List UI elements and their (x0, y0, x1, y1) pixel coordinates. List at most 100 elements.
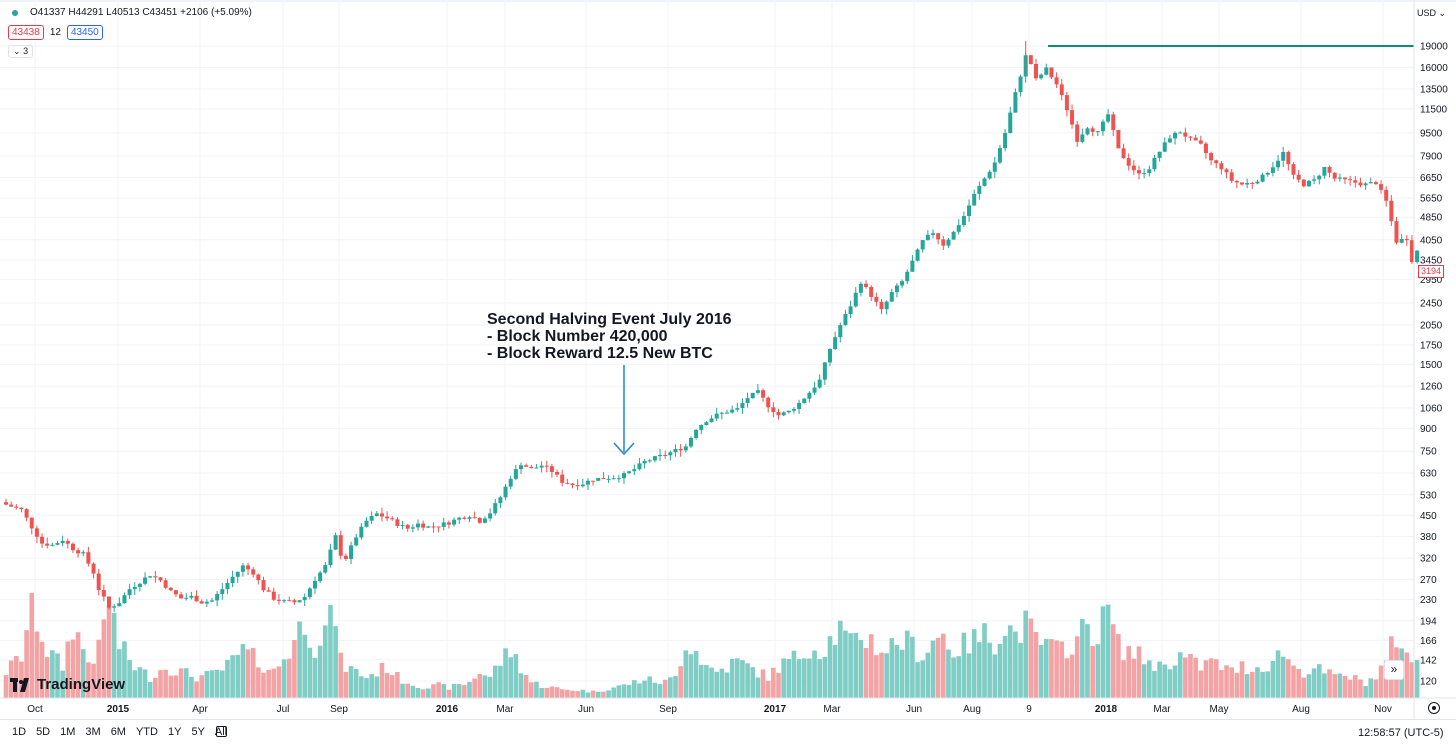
candle-body (1229, 172, 1234, 181)
candle-body (1142, 173, 1147, 175)
candle-body (977, 185, 982, 194)
candle-body (421, 523, 426, 528)
price-axis[interactable]: 120 142 166 194 230 270 320 380 450 530 630 750 900 1… (1420, 42, 1448, 688)
candle-body (750, 392, 755, 399)
range-6m-button[interactable]: 6M (110, 726, 126, 738)
candle-body (318, 572, 323, 581)
range-5d-button[interactable]: 5D (36, 726, 51, 738)
volume-bar (1353, 675, 1358, 698)
volume-bar (462, 685, 467, 698)
candle-body (616, 478, 621, 480)
candle-body (477, 518, 482, 523)
range-1y-button[interactable]: 1Y (167, 726, 182, 738)
volume-bar (920, 660, 925, 698)
volume-bar (261, 672, 266, 698)
volume-bar (565, 689, 570, 698)
volume-bar (75, 632, 81, 698)
candle-body (369, 516, 374, 521)
volume-bar (1183, 657, 1188, 698)
volume-bar (1095, 644, 1101, 698)
candle-body (14, 506, 19, 508)
candle-body (189, 595, 194, 598)
volume-bar (1167, 669, 1173, 698)
volume-bar (446, 689, 452, 698)
currency-selector[interactable]: USD ⌄ (1417, 8, 1446, 19)
volume-bar (683, 650, 689, 698)
range-all-button[interactable]: All (214, 726, 228, 738)
volume-bar (1347, 679, 1353, 698)
time-axis[interactable]: Oct 2015 Apr Jul Sep 2016 Mar Jun Sep 2017 Mar Jun A… (27, 704, 1392, 715)
volume-bar (173, 675, 179, 698)
volume-bar (590, 690, 596, 698)
indicators-toggle[interactable]: ⌄ 3 (8, 45, 34, 58)
candle-body (637, 463, 642, 470)
volume-bar (971, 629, 977, 698)
range-ytd-button[interactable]: YTD (135, 726, 158, 738)
candle-body (797, 402, 802, 410)
candle-body (199, 601, 204, 604)
volume-bar (642, 680, 647, 698)
candle-body (889, 292, 894, 302)
volume-bar (256, 667, 261, 698)
volume-bar (884, 653, 889, 698)
volume-bar (250, 647, 256, 698)
volume-bar (1378, 665, 1384, 698)
sell-button[interactable]: 43438 (8, 25, 44, 40)
candle-body (1404, 238, 1409, 241)
candle-body (1121, 148, 1126, 159)
candle-body (436, 526, 441, 528)
range-3m-button[interactable]: 3M (85, 726, 101, 738)
volume-bar (997, 643, 1003, 698)
clock-timezone[interactable]: 12:58:57 (UTC-5) (1358, 727, 1444, 739)
volume-bar (760, 669, 766, 698)
halving-annotation[interactable]: Second Halving Event July 2016- Block Nu… (487, 311, 732, 456)
range-1m-button[interactable]: 1M (60, 726, 76, 738)
volume-bar (276, 666, 282, 698)
tradingview-logo[interactable]: TradingView (10, 676, 125, 693)
candle-body (1085, 128, 1090, 135)
range-5y-button[interactable]: 5Y (191, 726, 205, 738)
volume-bar (214, 669, 220, 698)
volume-bar (1270, 660, 1276, 698)
price-tick-label: 270 (1420, 575, 1437, 586)
time-tick-label: Aug (1292, 704, 1310, 715)
volume-bar (832, 644, 838, 698)
candle-body (4, 502, 8, 505)
volume-bar (369, 674, 374, 698)
volume-bars (3, 593, 1420, 698)
price-chart[interactable]: Second Halving Event July 2016- Block Nu… (0, 0, 1456, 719)
candle-body (1054, 77, 1059, 85)
candle-body (1095, 131, 1100, 133)
volume-bar (137, 667, 143, 698)
volume-bar (817, 659, 822, 698)
volume-bar (467, 681, 472, 698)
settings-icon[interactable] (1428, 702, 1440, 714)
candle-body (472, 517, 477, 519)
volume-bar (982, 623, 987, 698)
time-tick-label: Oct (27, 704, 43, 715)
volume-bar (431, 684, 436, 698)
calendar-icon[interactable] (216, 726, 227, 737)
volume-bar (1275, 650, 1281, 698)
candle-body (1255, 181, 1260, 184)
candle-body (302, 596, 307, 601)
range-1d-button[interactable]: 1D (12, 726, 27, 738)
candle-body (987, 171, 992, 179)
candle-body (694, 429, 699, 438)
candle-body (426, 526, 431, 528)
volume-bar (384, 673, 390, 698)
buy-button[interactable]: 43450 (66, 25, 103, 40)
volume-bar (328, 604, 333, 698)
volume-bar (420, 689, 426, 698)
price-tick-label: 380 (1420, 532, 1437, 543)
candle-body (1327, 166, 1332, 173)
volume-bar (904, 630, 910, 698)
volume-bar (1301, 677, 1307, 698)
candle-body (1291, 164, 1296, 175)
go-to-realtime-button[interactable]: » (1384, 660, 1404, 680)
candle-body (230, 576, 235, 584)
volume-bar (271, 668, 277, 698)
volume-bar (668, 677, 673, 698)
candle-body (802, 398, 807, 403)
double-chevron-right-icon: » (1390, 662, 1398, 676)
